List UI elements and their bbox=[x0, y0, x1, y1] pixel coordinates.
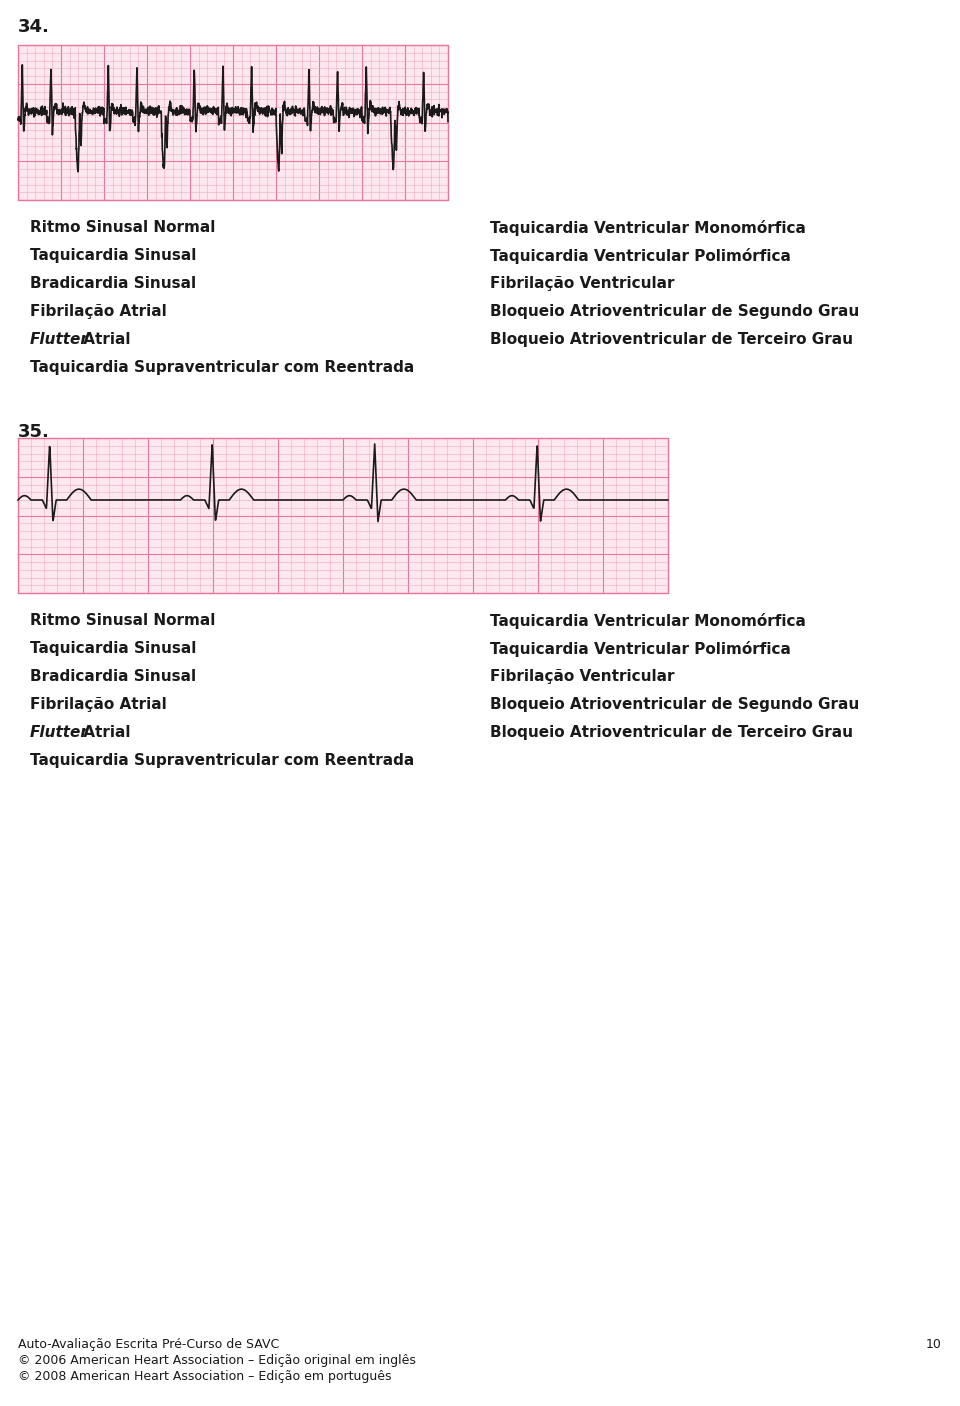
Text: Taquicardia Supraventricular com Reentrada: Taquicardia Supraventricular com Reentra… bbox=[30, 754, 415, 768]
Text: Ritmo Sinusal Normal: Ritmo Sinusal Normal bbox=[30, 219, 215, 235]
Text: Flutter: Flutter bbox=[30, 725, 89, 740]
Text: Bloqueio Atrioventricular de Segundo Grau: Bloqueio Atrioventricular de Segundo Gra… bbox=[490, 304, 859, 319]
Text: Fibrilação Ventricular: Fibrilação Ventricular bbox=[490, 276, 675, 291]
Text: © 2008 American Heart Association – Edição em português: © 2008 American Heart Association – Ediç… bbox=[18, 1369, 392, 1384]
Text: Taquicardia Supraventricular com Reentrada: Taquicardia Supraventricular com Reentra… bbox=[30, 360, 415, 375]
Text: Ritmo Sinusal Normal: Ritmo Sinusal Normal bbox=[30, 613, 215, 628]
Text: Taquicardia Ventricular Monomórfica: Taquicardia Ventricular Monomórfica bbox=[490, 219, 805, 236]
Text: Taquicardia Sinusal: Taquicardia Sinusal bbox=[30, 247, 197, 263]
Text: Taquicardia Ventricular Polimórfica: Taquicardia Ventricular Polimórfica bbox=[490, 247, 791, 264]
Text: 10: 10 bbox=[926, 1339, 942, 1351]
Text: 34.: 34. bbox=[18, 18, 50, 37]
Text: Fibrilação Atrial: Fibrilação Atrial bbox=[30, 697, 167, 711]
Text: Auto-Avaliação Escrita Pré-Curso de SAVC: Auto-Avaliação Escrita Pré-Curso de SAVC bbox=[18, 1339, 279, 1351]
Text: Fibrilação Ventricular: Fibrilação Ventricular bbox=[490, 669, 675, 683]
Text: Flutter: Flutter bbox=[30, 332, 89, 347]
Text: Bloqueio Atrioventricular de Segundo Grau: Bloqueio Atrioventricular de Segundo Gra… bbox=[490, 697, 859, 711]
Text: Atrial: Atrial bbox=[78, 725, 131, 740]
Text: Taquicardia Ventricular Monomórfica: Taquicardia Ventricular Monomórfica bbox=[490, 613, 805, 628]
Text: Taquicardia Ventricular Polimórfica: Taquicardia Ventricular Polimórfica bbox=[490, 641, 791, 657]
Text: Bradicardia Sinusal: Bradicardia Sinusal bbox=[30, 669, 196, 683]
Text: Taquicardia Sinusal: Taquicardia Sinusal bbox=[30, 641, 197, 657]
Text: Fibrilação Atrial: Fibrilação Atrial bbox=[30, 304, 167, 319]
Bar bbox=[18, 45, 448, 200]
Text: Atrial: Atrial bbox=[78, 332, 131, 347]
Text: 35.: 35. bbox=[18, 423, 50, 441]
Text: Bradicardia Sinusal: Bradicardia Sinusal bbox=[30, 276, 196, 291]
Bar bbox=[18, 439, 668, 593]
Text: © 2006 American Heart Association – Edição original em inglês: © 2006 American Heart Association – Ediç… bbox=[18, 1354, 416, 1367]
Text: Bloqueio Atrioventricular de Terceiro Grau: Bloqueio Atrioventricular de Terceiro Gr… bbox=[490, 332, 853, 347]
Text: Bloqueio Atrioventricular de Terceiro Grau: Bloqueio Atrioventricular de Terceiro Gr… bbox=[490, 725, 853, 740]
